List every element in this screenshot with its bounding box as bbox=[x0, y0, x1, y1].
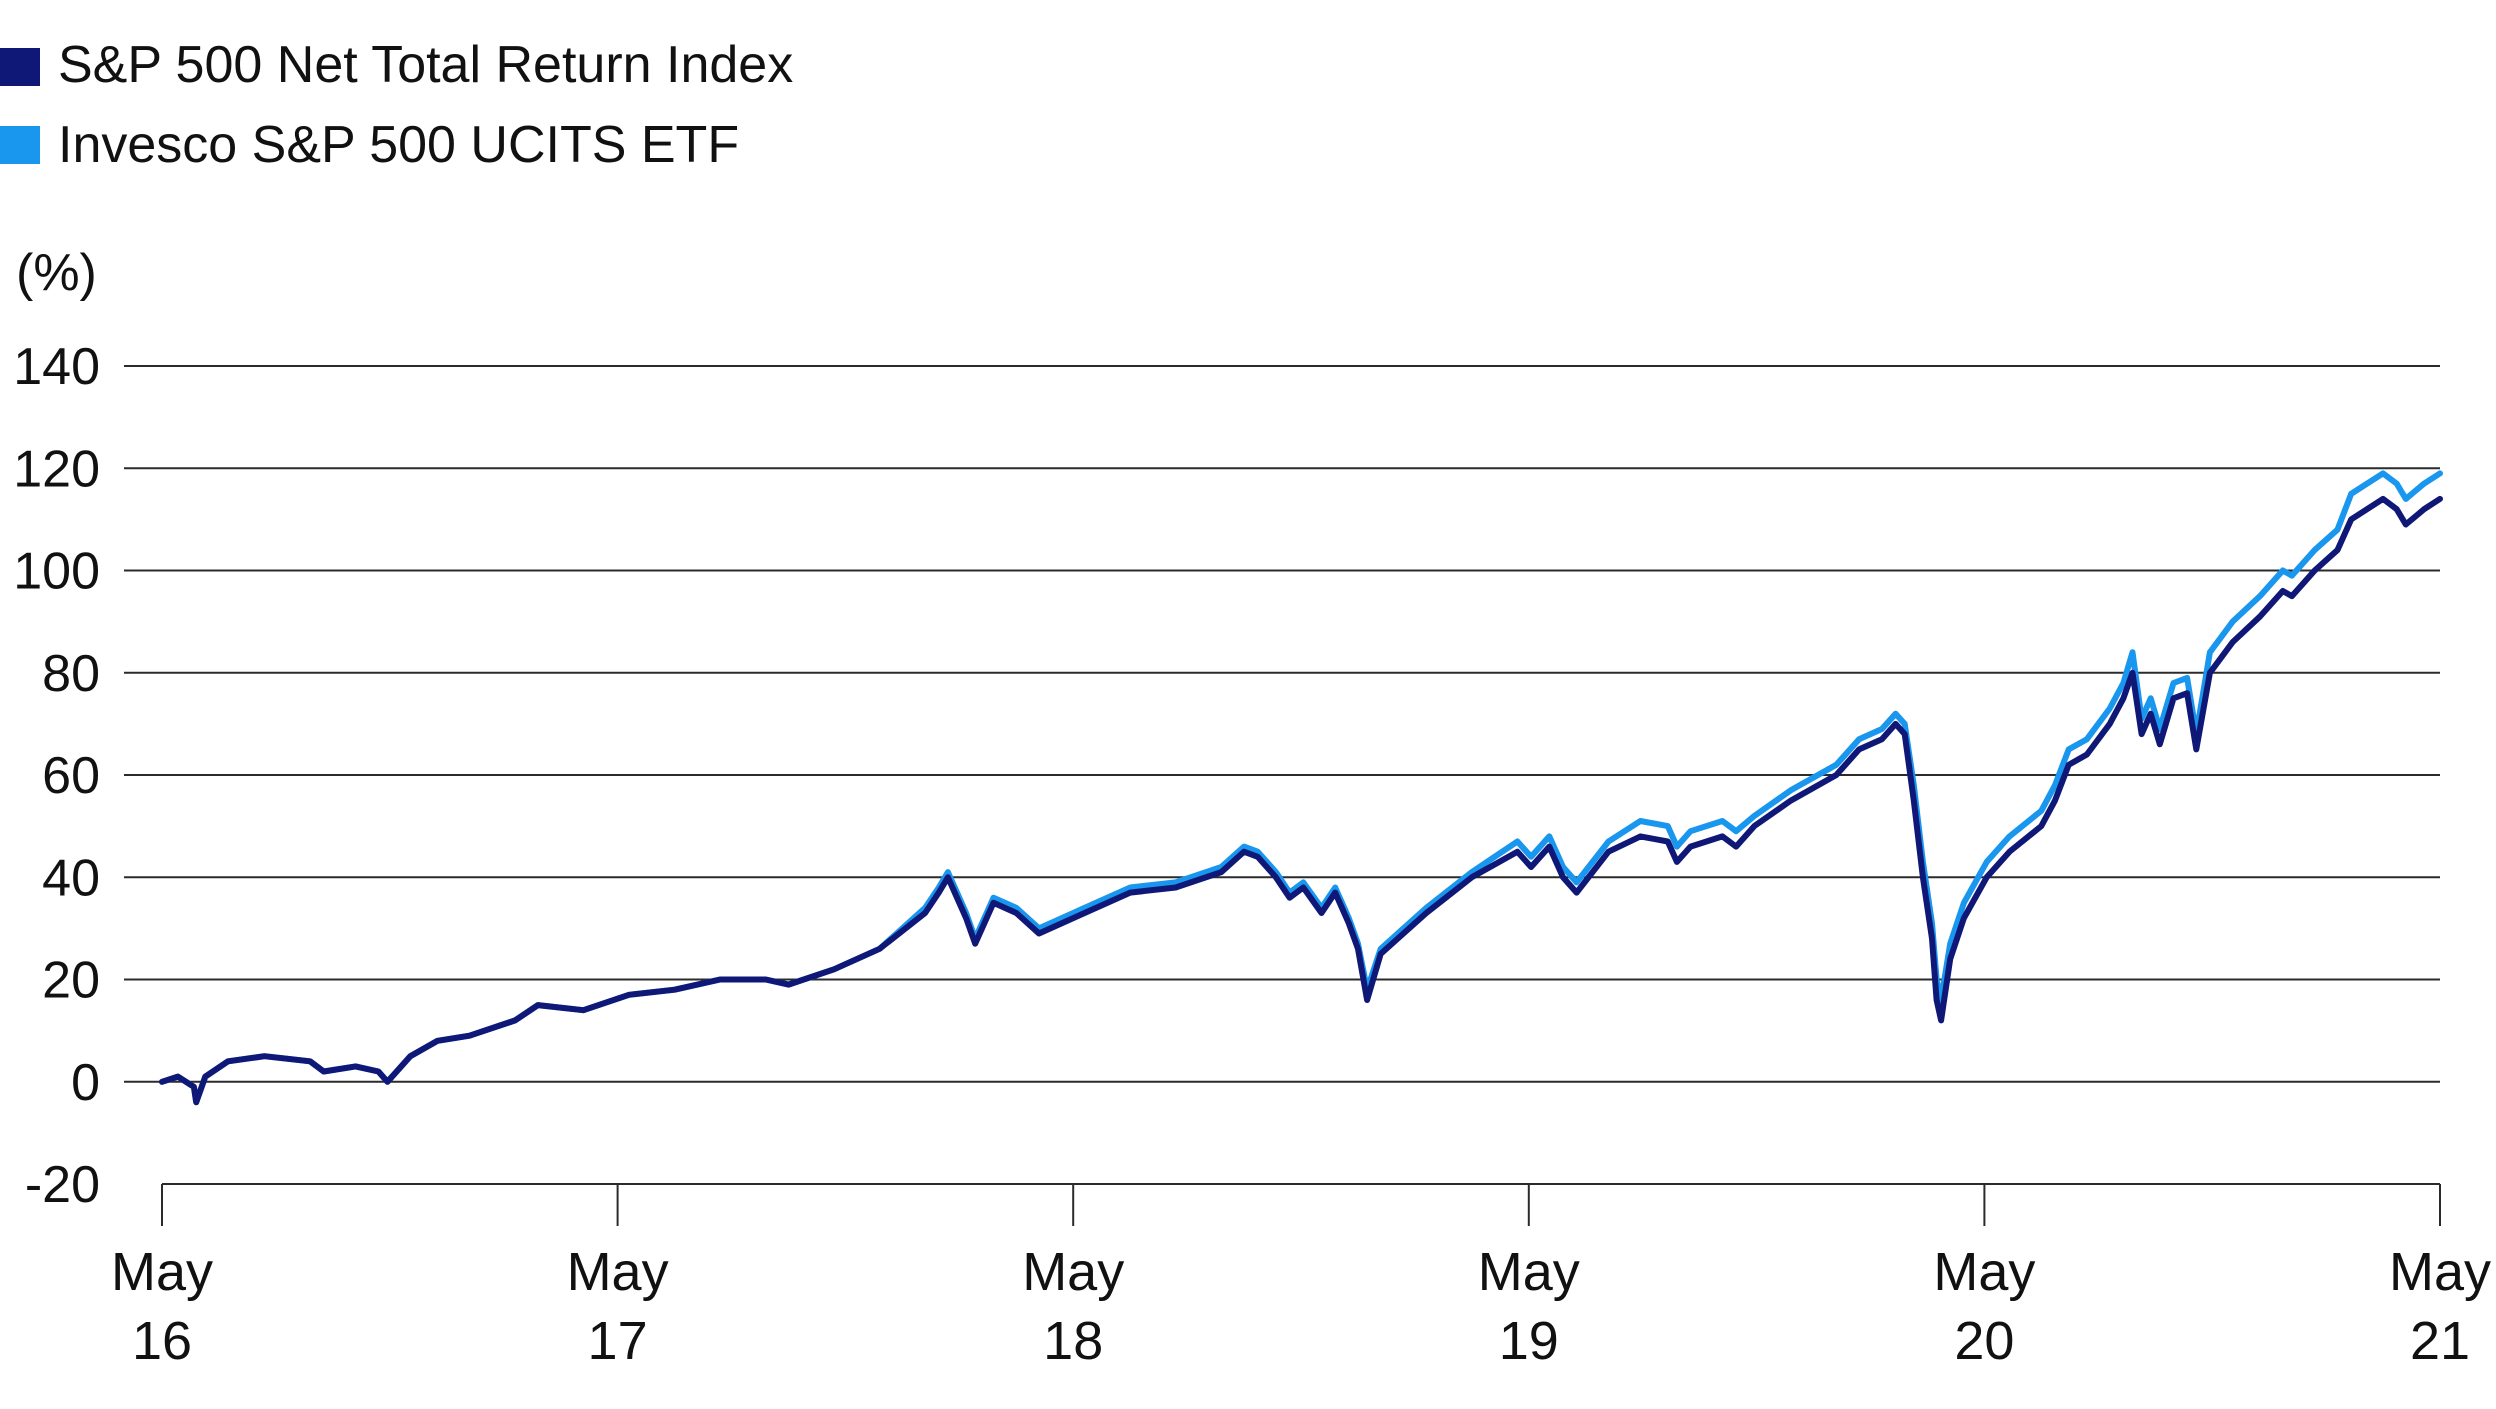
series-line-sp500-index bbox=[159, 495, 2443, 1106]
series-lines bbox=[159, 470, 2443, 1106]
legend-label-invesco-etf: Invesco S&P 500 UCITS ETF bbox=[58, 116, 739, 174]
x-tick-label-year: 19 bbox=[1499, 1311, 1559, 1371]
x-tick-label-year: 21 bbox=[2410, 1311, 2470, 1371]
x-tick-label-year: 20 bbox=[1954, 1311, 2014, 1371]
y-tick-label: 120 bbox=[13, 440, 100, 498]
gridlines bbox=[124, 365, 2440, 1083]
x-tick-label-month: May bbox=[567, 1242, 669, 1302]
y-tick-label: 0 bbox=[71, 1054, 100, 1112]
legend-label-sp500-index: S&P 500 Net Total Return Index bbox=[58, 36, 793, 94]
x-tick-label-year: 18 bbox=[1043, 1311, 1103, 1371]
y-tick-label: 80 bbox=[42, 645, 100, 703]
x-tick-label-month: May bbox=[1933, 1242, 2035, 1302]
legend-swatch-invesco-etf bbox=[0, 126, 40, 164]
legend-swatch-sp500-index bbox=[0, 48, 40, 86]
x-tick-label-year: 16 bbox=[132, 1311, 192, 1371]
x-axis: May 16 May 17 May 18 May 19 May 20 May 21 bbox=[111, 1183, 2491, 1371]
y-tick-label: 60 bbox=[42, 747, 100, 805]
y-tick-label: 40 bbox=[42, 849, 100, 907]
y-tick-label: 20 bbox=[42, 952, 100, 1010]
x-tick-label-month: May bbox=[111, 1242, 213, 1302]
y-tick-label: 140 bbox=[13, 338, 100, 396]
series-line-invesco-etf bbox=[159, 470, 2443, 1106]
x-tick-label-year: 17 bbox=[588, 1311, 648, 1371]
y-tick-label: 100 bbox=[13, 543, 100, 601]
y-axis-ticks: -20 0 20 40 60 80 100 120 140 bbox=[13, 338, 100, 1214]
y-tick-label: -20 bbox=[25, 1156, 100, 1214]
legend: S&P 500 Net Total Return Index Invesco S… bbox=[0, 36, 793, 174]
x-tick-label-month: May bbox=[1478, 1242, 1580, 1302]
y-axis-unit-label: (%) bbox=[16, 244, 97, 302]
x-tick-label-month: May bbox=[2389, 1242, 2491, 1302]
x-tick-label-month: May bbox=[1022, 1242, 1124, 1302]
